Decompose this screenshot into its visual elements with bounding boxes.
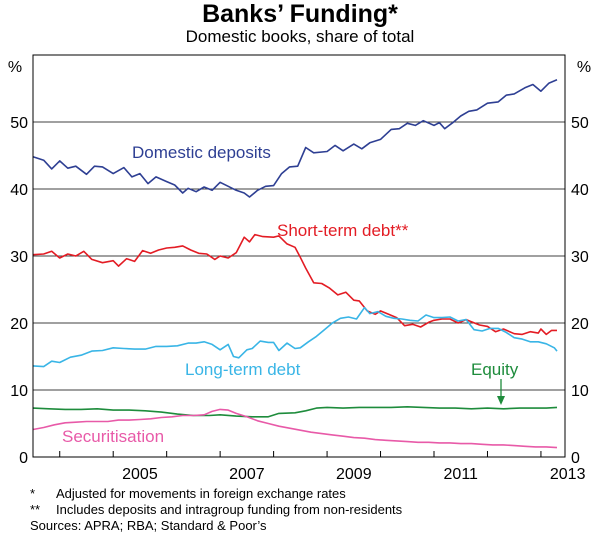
y-tick-label-right: 30 <box>571 249 589 266</box>
label-domestic-deposits: Domestic deposits <box>132 143 271 162</box>
sources-note: Sources: APRA; RBA; Standard & Poor’s <box>30 518 402 534</box>
series-line-long-term-debt <box>32 306 558 368</box>
equity-arrow <box>497 379 505 405</box>
y-axis-unit-left: % <box>8 59 22 76</box>
y-tick-label-left: 0 <box>19 450 28 467</box>
chart-title: Banks’ Funding* <box>202 0 398 28</box>
sources-text: Sources: APRA; RBA; Standard & Poor’s <box>30 518 267 533</box>
footnote-text: Includes deposits and intragroup funding… <box>56 502 403 517</box>
series-line-securitisation <box>32 408 558 449</box>
axis-ticks: 0 0 10 10 20 20 30 30 40 40 50 50 2005 2007 2009 2011 20… <box>10 115 589 483</box>
y-tick-label-left: 40 <box>10 182 28 199</box>
y-tick-label-right: 10 <box>571 383 589 400</box>
series-line-domestic-deposits <box>32 79 558 198</box>
y-tick-label-right: 20 <box>571 316 589 333</box>
chart-subtitle: Domestic books, share of total <box>185 27 415 46</box>
y-tick-label-right: 50 <box>571 115 589 132</box>
label-short-term-debt: Short-term debt** <box>277 221 409 240</box>
footnote: * Adjusted for movements in foreign exch… <box>30 486 402 502</box>
y-tick-label-left: 20 <box>10 316 28 333</box>
y-axis-unit-right: % <box>577 59 591 76</box>
plot-frame <box>32 54 566 458</box>
series-line-equity <box>32 406 558 418</box>
footnotes: * Adjusted for movements in foreign exch… <box>30 486 402 534</box>
chart-area: 0 0 10 10 20 20 30 30 40 40 50 50 2005 2007 2009 2011 20… <box>8 54 591 483</box>
x-tick-label: 2007 <box>229 466 265 483</box>
y-tick-label-left: 30 <box>10 249 28 266</box>
series-line-short-term-debt <box>32 233 557 336</box>
y-tick-label-right: 0 <box>571 450 580 467</box>
footnote: ** Includes deposits and intragroup fund… <box>30 502 402 518</box>
y-tick-label-right: 40 <box>571 182 589 199</box>
label-equity: Equity <box>471 360 519 379</box>
x-tick-label: 2013 <box>550 466 586 483</box>
label-long-term-debt: Long-term debt <box>185 360 301 379</box>
footnote-mark: ** <box>30 502 41 517</box>
footnote-text: Adjusted for movements in foreign exchan… <box>56 486 346 501</box>
y-tick-label-left: 10 <box>10 383 28 400</box>
y-tick-label-left: 50 <box>10 115 28 132</box>
series-labels: Domestic deposits Short-term debt** Long… <box>62 143 519 446</box>
label-securitisation: Securitisation <box>62 427 164 446</box>
series-group <box>32 79 558 449</box>
x-tick-label: 2009 <box>336 466 372 483</box>
x-tick-label: 2005 <box>122 466 158 483</box>
footnote-mark: * <box>30 486 36 501</box>
x-tick-label: 2011 <box>444 466 479 483</box>
